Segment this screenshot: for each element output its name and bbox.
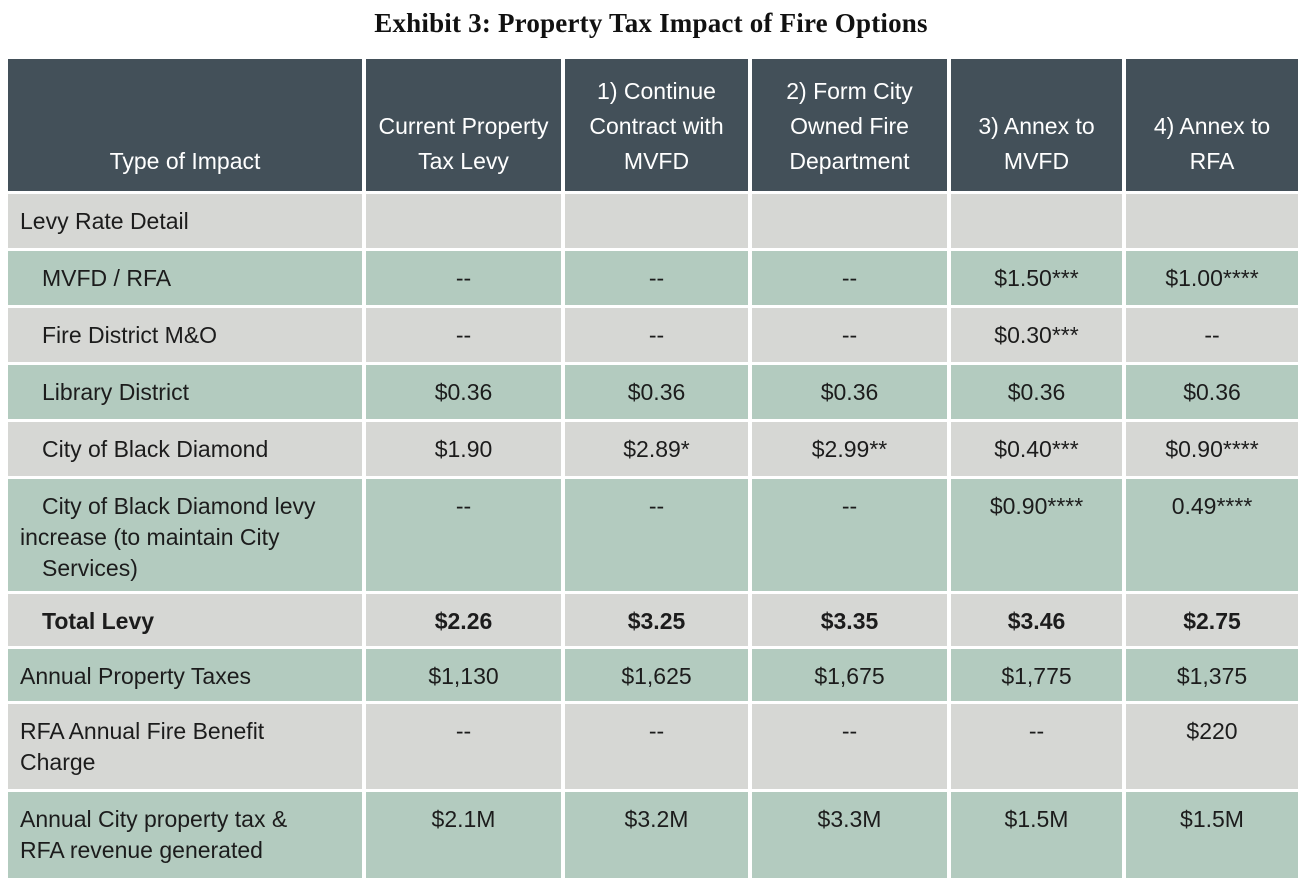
- table-row: Library District $0.36 $0.36 $0.36 $0.36…: [8, 365, 1298, 419]
- table-cell: --: [752, 479, 947, 591]
- table-cell: $1.5M: [1126, 792, 1298, 878]
- row-label-line: Services): [42, 555, 138, 581]
- row-label-line: Annual City property tax &: [20, 806, 288, 832]
- table-cell: $0.36: [1126, 365, 1298, 419]
- table-cell: [1126, 194, 1298, 248]
- table-cell: $1.5M: [951, 792, 1122, 878]
- table-cell: $220: [1126, 704, 1298, 789]
- table-cell: $2.75: [1126, 594, 1298, 646]
- table-row: Levy Rate Detail: [8, 194, 1298, 248]
- table-cell: --: [565, 479, 748, 591]
- table-cell: $2.1M: [366, 792, 561, 878]
- row-label-line: City of Black Diamond levy: [42, 493, 316, 519]
- row-label: Annual City property tax & RFA revenue g…: [8, 792, 362, 878]
- col-header-current-levy: Current Property Tax Levy: [366, 59, 561, 191]
- table-cell: $2.26: [366, 594, 561, 646]
- property-tax-table: Type of Impact Current Property Tax Levy…: [4, 56, 1302, 881]
- table-cell: $0.30***: [951, 308, 1122, 362]
- table-cell: 0.49****: [1126, 479, 1298, 591]
- table-row: City of Black Diamond levy increase (to …: [8, 479, 1298, 591]
- table-cell: $3.3M: [752, 792, 947, 878]
- row-label: City of Black Diamond levy increase (to …: [8, 479, 362, 591]
- table-cell: $1,375: [1126, 649, 1298, 701]
- table-cell: $0.36: [565, 365, 748, 419]
- table-cell: $1,775: [951, 649, 1122, 701]
- table-row: City of Black Diamond $1.90 $2.89* $2.99…: [8, 422, 1298, 476]
- table-cell: $0.90****: [951, 479, 1122, 591]
- table-cell: --: [366, 704, 561, 789]
- table-cell: $3.25: [565, 594, 748, 646]
- table-cell: [565, 194, 748, 248]
- table-cell: --: [752, 308, 947, 362]
- table-row: MVFD / RFA -- -- -- $1.50*** $1.00****: [8, 251, 1298, 305]
- table-cell: --: [1126, 308, 1298, 362]
- table-cell: $0.36: [366, 365, 561, 419]
- table-cell: $1,130: [366, 649, 561, 701]
- table-cell: $1,675: [752, 649, 947, 701]
- table-cell: [752, 194, 947, 248]
- col-header-option-1: 1) Continue Contract with MVFD: [565, 59, 748, 191]
- table-row: Fire District M&O -- -- -- $0.30*** --: [8, 308, 1298, 362]
- row-label-line: Charge: [20, 749, 96, 775]
- col-header-option-3: 3) Annex to MVFD: [951, 59, 1122, 191]
- row-label: MVFD / RFA: [8, 251, 362, 305]
- row-label: Annual Property Taxes: [8, 649, 362, 701]
- table-cell: $2.99**: [752, 422, 947, 476]
- table-row: Annual Property Taxes $1,130 $1,625 $1,6…: [8, 649, 1298, 701]
- col-header-type-of-impact: Type of Impact: [8, 59, 362, 191]
- row-label: City of Black Diamond: [8, 422, 362, 476]
- table-row-total: Total Levy $2.26 $3.25 $3.35 $3.46 $2.75: [8, 594, 1298, 646]
- table-cell: $0.90****: [1126, 422, 1298, 476]
- table-cell: --: [752, 251, 947, 305]
- table-row: RFA Annual Fire Benefit Charge -- -- -- …: [8, 704, 1298, 789]
- table-cell: $1.50***: [951, 251, 1122, 305]
- table-cell: --: [366, 308, 561, 362]
- row-label-line: RFA revenue generated: [20, 837, 263, 863]
- row-label: Fire District M&O: [8, 308, 362, 362]
- row-label-line: increase (to maintain City: [20, 524, 280, 550]
- table-cell: [951, 194, 1122, 248]
- table-cell: $1,625: [565, 649, 748, 701]
- col-header-option-2: 2) Form City Owned Fire Department: [752, 59, 947, 191]
- table-cell: --: [752, 704, 947, 789]
- table-cell: $0.40***: [951, 422, 1122, 476]
- table-cell: [366, 194, 561, 248]
- table-cell: $1.00****: [1126, 251, 1298, 305]
- table-cell: $3.46: [951, 594, 1122, 646]
- table-cell: --: [565, 251, 748, 305]
- row-label-line: RFA Annual Fire Benefit: [20, 718, 265, 744]
- table-cell: $2.89*: [565, 422, 748, 476]
- row-label: Total Levy: [8, 594, 362, 646]
- exhibit-title: Exhibit 3: Property Tax Impact of Fire O…: [374, 8, 928, 38]
- row-label: Library District: [8, 365, 362, 419]
- table-cell: $0.36: [951, 365, 1122, 419]
- table-row: Annual City property tax & RFA revenue g…: [8, 792, 1298, 878]
- table-cell: --: [565, 308, 748, 362]
- header-row: Type of Impact Current Property Tax Levy…: [8, 59, 1298, 191]
- table-cell: $0.36: [752, 365, 947, 419]
- table-cell: --: [951, 704, 1122, 789]
- col-header-option-4: 4) Annex to RFA: [1126, 59, 1298, 191]
- table-cell: --: [366, 479, 561, 591]
- row-label: RFA Annual Fire Benefit Charge: [8, 704, 362, 789]
- table-cell: $3.35: [752, 594, 947, 646]
- table-cell: --: [565, 704, 748, 789]
- table-cell: $3.2M: [565, 792, 748, 878]
- row-label: Levy Rate Detail: [8, 194, 362, 248]
- table-cell: $1.90: [366, 422, 561, 476]
- table-cell: --: [366, 251, 561, 305]
